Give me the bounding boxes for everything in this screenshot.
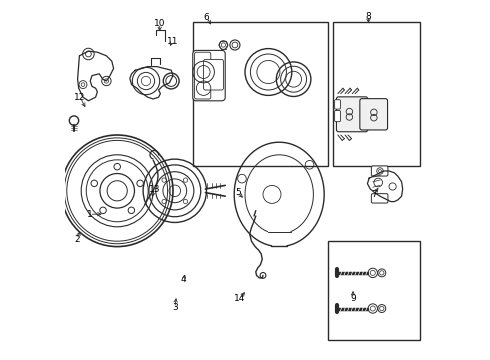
FancyBboxPatch shape — [371, 194, 388, 203]
FancyBboxPatch shape — [193, 50, 225, 101]
Text: 7: 7 — [371, 190, 377, 199]
FancyBboxPatch shape — [337, 97, 368, 132]
Text: 3: 3 — [172, 303, 178, 312]
Text: 5: 5 — [235, 188, 241, 197]
Bar — [193, 22, 328, 166]
Text: 6: 6 — [204, 13, 209, 22]
Text: 11: 11 — [167, 37, 178, 46]
Text: 12: 12 — [74, 93, 86, 102]
Bar — [328, 241, 419, 340]
Text: 4: 4 — [181, 275, 187, 284]
FancyBboxPatch shape — [204, 59, 223, 90]
Circle shape — [69, 116, 79, 125]
Text: 8: 8 — [366, 12, 371, 21]
Text: 10: 10 — [154, 19, 166, 28]
Bar — [333, 22, 419, 166]
Text: 14: 14 — [234, 294, 245, 303]
FancyBboxPatch shape — [195, 52, 211, 99]
Text: 2: 2 — [74, 235, 80, 244]
FancyBboxPatch shape — [360, 99, 388, 130]
Text: 1: 1 — [87, 210, 92, 219]
FancyBboxPatch shape — [371, 166, 388, 176]
Text: 9: 9 — [350, 294, 356, 302]
FancyBboxPatch shape — [335, 100, 341, 109]
Text: 13: 13 — [148, 185, 160, 194]
FancyBboxPatch shape — [335, 111, 341, 122]
